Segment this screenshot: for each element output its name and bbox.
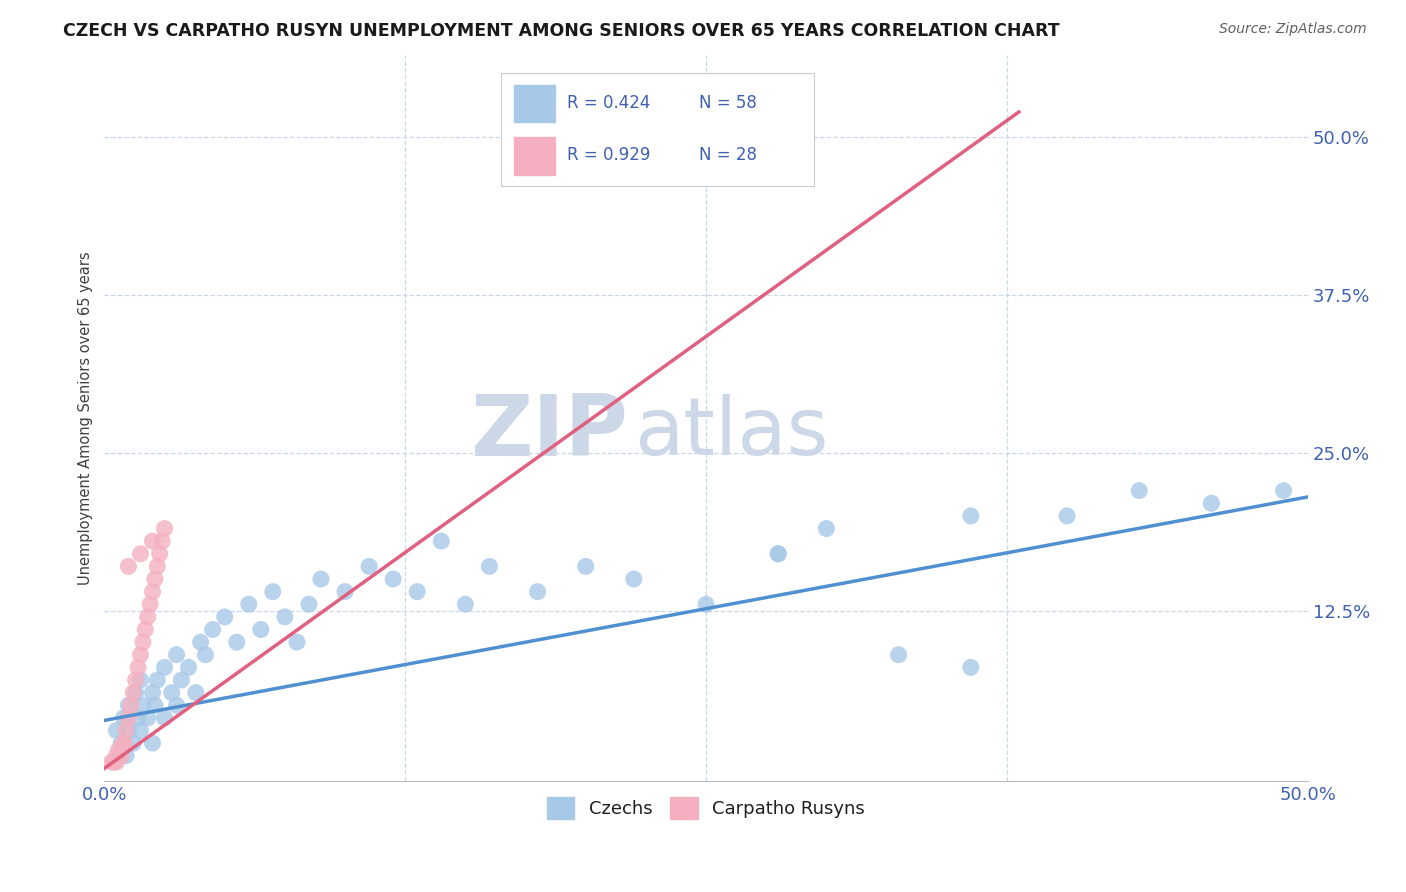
Point — [959, 660, 981, 674]
Point — [526, 584, 548, 599]
Point — [153, 711, 176, 725]
Point — [120, 698, 142, 713]
Point — [103, 755, 125, 769]
Point — [177, 660, 200, 674]
Point — [112, 736, 135, 750]
Point — [149, 547, 172, 561]
Point — [105, 755, 128, 769]
Point — [117, 698, 139, 713]
Point — [184, 685, 207, 699]
Point — [695, 597, 717, 611]
Point — [110, 748, 132, 763]
Point — [478, 559, 501, 574]
Point — [382, 572, 405, 586]
Point — [166, 698, 188, 713]
Point — [143, 698, 166, 713]
Point — [141, 685, 163, 699]
Point — [127, 711, 149, 725]
Point — [108, 742, 131, 756]
Point — [285, 635, 308, 649]
Point — [768, 547, 790, 561]
Point — [129, 673, 152, 687]
Point — [190, 635, 212, 649]
Point — [105, 723, 128, 738]
Point — [298, 597, 321, 611]
Point — [112, 711, 135, 725]
Point — [146, 673, 169, 687]
Point — [768, 547, 790, 561]
Point — [194, 648, 217, 662]
Point — [143, 572, 166, 586]
Text: atlas: atlas — [634, 393, 828, 472]
Point — [141, 534, 163, 549]
Point — [110, 736, 132, 750]
Point — [1056, 508, 1078, 523]
Point — [430, 534, 453, 549]
Point — [136, 610, 159, 624]
Point — [129, 648, 152, 662]
Point — [406, 584, 429, 599]
Point — [117, 723, 139, 738]
Point — [153, 660, 176, 674]
Point — [160, 685, 183, 699]
Point — [309, 572, 332, 586]
Point — [127, 660, 149, 674]
Point — [1272, 483, 1295, 498]
Point — [153, 522, 176, 536]
Text: ZIP: ZIP — [470, 391, 628, 474]
Point — [166, 648, 188, 662]
Point — [623, 572, 645, 586]
Point — [150, 534, 173, 549]
Point — [141, 736, 163, 750]
Point — [146, 559, 169, 574]
Point — [134, 623, 156, 637]
Point — [274, 610, 297, 624]
Point — [141, 584, 163, 599]
Point — [124, 673, 146, 687]
Point — [959, 508, 981, 523]
Point — [122, 685, 145, 699]
Point — [201, 623, 224, 637]
Point — [359, 559, 381, 574]
Point — [115, 723, 138, 738]
Point — [170, 673, 193, 687]
Point — [129, 723, 152, 738]
Point — [333, 584, 356, 599]
Point — [112, 736, 135, 750]
Point — [1128, 483, 1150, 498]
Text: CZECH VS CARPATHO RUSYN UNEMPLOYMENT AMONG SENIORS OVER 65 YEARS CORRELATION CHA: CZECH VS CARPATHO RUSYN UNEMPLOYMENT AMO… — [63, 22, 1060, 40]
Text: Source: ZipAtlas.com: Source: ZipAtlas.com — [1219, 22, 1367, 37]
Point — [249, 623, 271, 637]
Point — [122, 736, 145, 750]
Point — [815, 522, 838, 536]
Point — [454, 597, 477, 611]
Point — [129, 547, 152, 561]
Point — [115, 748, 138, 763]
Point — [124, 685, 146, 699]
Point — [117, 559, 139, 574]
Point — [105, 748, 128, 763]
Point — [575, 559, 598, 574]
Point — [887, 648, 910, 662]
Point — [225, 635, 247, 649]
Legend: Czechs, Carpatho Rusyns: Czechs, Carpatho Rusyns — [540, 790, 872, 826]
Point — [139, 597, 162, 611]
Point — [1201, 496, 1223, 510]
Point — [262, 584, 284, 599]
Point — [214, 610, 236, 624]
Point — [117, 711, 139, 725]
Point — [132, 635, 155, 649]
Point — [238, 597, 260, 611]
Point — [136, 711, 159, 725]
Point — [100, 755, 122, 769]
Point — [132, 698, 155, 713]
Y-axis label: Unemployment Among Seniors over 65 years: Unemployment Among Seniors over 65 years — [79, 252, 93, 585]
